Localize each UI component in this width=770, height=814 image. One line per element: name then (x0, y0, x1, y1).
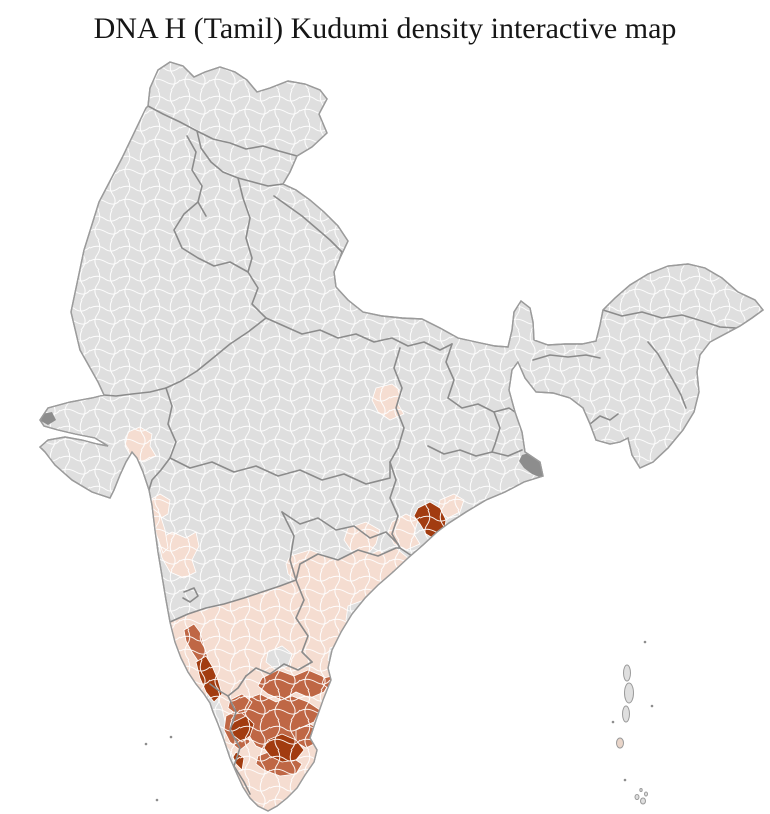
state-border-1 (196, 130, 284, 187)
state-border-28 (589, 413, 619, 425)
island-south-andaman[interactable] (622, 705, 630, 723)
state-border-7 (103, 387, 167, 397)
island-north-andaman[interactable] (623, 664, 631, 682)
coastline (38, 61, 765, 812)
island-car-nicobar[interactable] (634, 794, 640, 800)
island-nicobar-small-1[interactable] (644, 791, 648, 797)
state-border-29 (273, 195, 343, 259)
state-border-11 (447, 397, 516, 413)
state-border-5 (247, 271, 267, 319)
page-title: DNA H (Tamil) Kudumi density interactive… (93, 12, 677, 45)
island-dot-6 (155, 798, 159, 802)
state-border-14 (389, 461, 401, 549)
state-border-6 (165, 317, 267, 389)
island-dot-1 (650, 704, 654, 708)
state-border-13 (427, 445, 523, 457)
state-border-8 (148, 387, 177, 491)
state-border-17 (169, 579, 297, 623)
state-border-18 (281, 511, 297, 581)
state-border-9 (265, 317, 453, 351)
island-dot-0 (643, 640, 647, 644)
state-border-20 (295, 579, 313, 663)
island-dot-2 (611, 720, 615, 724)
state-border-27 (647, 341, 687, 409)
island-little-andaman[interactable] (616, 737, 624, 749)
state-border-4 (173, 201, 249, 273)
state-border-31 (182, 587, 199, 603)
state-border-19 (295, 547, 401, 581)
state-border-3 (237, 177, 253, 273)
patch-okha-marsh[interactable] (41, 412, 56, 425)
state-border-23 (227, 695, 251, 795)
state-border-2 (186, 135, 207, 217)
state-border-16 (281, 511, 401, 549)
state-border-21 (245, 661, 313, 677)
island-middle-andaman[interactable] (624, 682, 634, 704)
state-border-15 (169, 457, 391, 485)
island-dot-5 (169, 735, 173, 739)
island-dot-4 (144, 742, 148, 746)
island-great-nicobar[interactable] (640, 797, 646, 805)
state-border-30 (491, 411, 501, 453)
state-border-12 (389, 347, 405, 463)
island-dot-3 (623, 778, 627, 782)
state-border-25 (532, 354, 601, 361)
state-border-10 (445, 343, 455, 399)
state-border-0 (147, 105, 298, 157)
state-border-26 (602, 309, 737, 329)
island-nicobar-small-2[interactable] (639, 788, 643, 792)
